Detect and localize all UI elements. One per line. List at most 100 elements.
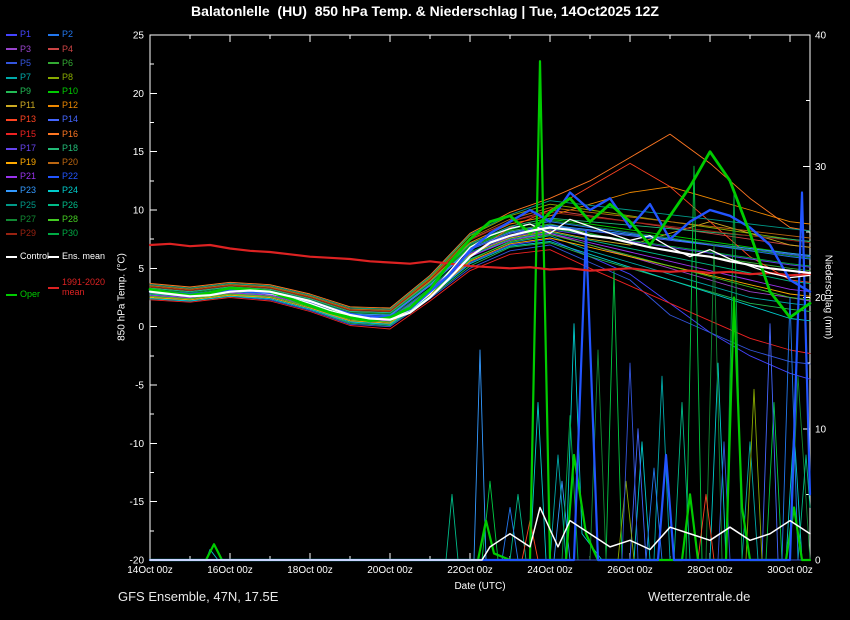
temp-tick-label: 10 bbox=[133, 206, 145, 217]
legend-item-p21: P21 bbox=[6, 172, 48, 182]
legend-label: P8 bbox=[62, 71, 74, 82]
legend-line-swatch bbox=[6, 190, 17, 193]
precip-P22 bbox=[148, 191, 812, 562]
site-credit: Wetterzentrale.de bbox=[648, 589, 751, 604]
legend-label: P12 bbox=[62, 100, 79, 111]
x-tick-label: 26Oct 00z bbox=[607, 565, 653, 576]
legend-item-p30: P30 bbox=[48, 227, 90, 239]
legend-row: P29 P30 bbox=[6, 227, 148, 241]
legend-line-swatch bbox=[6, 232, 17, 235]
legend-line-swatch bbox=[48, 286, 59, 289]
legend-label: P19 bbox=[20, 157, 37, 168]
legend-line-swatch bbox=[6, 105, 17, 108]
legend-label: Ens. mean bbox=[62, 251, 106, 262]
legend-row: P5 P6 bbox=[6, 56, 148, 70]
legend-item-ens-mean: Ens. mean bbox=[48, 252, 105, 262]
legend-label: P5 bbox=[20, 57, 32, 68]
x-tick-label: 28Oct 00z bbox=[687, 565, 733, 576]
legend-line-swatch bbox=[48, 147, 59, 150]
legend-line-swatch bbox=[48, 255, 59, 258]
legend-item-p13: P13 bbox=[6, 115, 48, 125]
temp-member-P29 bbox=[149, 211, 811, 312]
legend-label: Oper bbox=[20, 289, 41, 299]
legend-label: P18 bbox=[62, 142, 79, 153]
ensemble-legend: P1 P2 P3 P4 P5 P6 P7 P8 P9 P10 P11 P12 P13 P14 P15 P16 P… bbox=[6, 28, 148, 300]
legend-label: P24 bbox=[62, 185, 79, 196]
precip-Oper bbox=[148, 60, 812, 562]
legend-row: P23 P24 bbox=[6, 184, 148, 198]
legend-line-swatch bbox=[48, 204, 59, 207]
legend-item-p20: P20 bbox=[48, 158, 90, 168]
temp-P22 bbox=[148, 191, 812, 319]
legend-label: P22 bbox=[62, 171, 79, 182]
legend-item-p17: P17 bbox=[6, 142, 48, 154]
legend-item-p9: P9 bbox=[6, 87, 48, 97]
legend-line-swatch bbox=[6, 175, 17, 178]
legend-row: P17 P18 bbox=[6, 142, 148, 156]
precip-tick-label: 30 bbox=[815, 162, 827, 173]
legend-label: P25 bbox=[20, 199, 37, 210]
legend-row-control-mean: Control Ens. mean bbox=[6, 250, 148, 264]
model-location-caption: GFS Ensemble, 47N, 17.5E bbox=[118, 589, 279, 604]
precip-Control bbox=[149, 506, 811, 561]
legend-line-swatch bbox=[6, 218, 17, 221]
legend-row: P21 P22 bbox=[6, 170, 148, 184]
legend-label: P14 bbox=[62, 114, 79, 125]
legend-label: P16 bbox=[62, 128, 79, 139]
legend-line-swatch bbox=[48, 175, 59, 178]
temp-tick-label: 5 bbox=[138, 264, 144, 275]
legend-item-p5: P5 bbox=[6, 57, 48, 69]
temp-member-P20 bbox=[149, 207, 811, 311]
legend-row: P15 P16 bbox=[6, 127, 148, 141]
legend-label: P10 bbox=[62, 86, 79, 97]
temp-tick-label: 25 bbox=[133, 31, 145, 42]
legend-label: P28 bbox=[62, 213, 79, 224]
legend-label: P6 bbox=[62, 57, 74, 68]
legend-label: P9 bbox=[20, 86, 32, 97]
temp-member-P16 bbox=[149, 133, 811, 309]
legend-item-p25: P25 bbox=[6, 199, 48, 211]
legend-item-p2: P2 bbox=[48, 30, 90, 40]
legend-line-swatch bbox=[48, 190, 59, 193]
precip-P2 bbox=[149, 297, 811, 561]
x-tick-label: 22Oct 00z bbox=[447, 565, 493, 576]
legend-item-p11: P11 bbox=[6, 101, 48, 111]
date-axis-label: Date (UTC) bbox=[454, 581, 506, 592]
legend-item-p26: P26 bbox=[48, 200, 90, 211]
legend-label: P7 bbox=[20, 71, 32, 82]
legend-line-swatch bbox=[6, 34, 17, 37]
precip-P7 bbox=[149, 375, 811, 561]
legend-line-swatch bbox=[48, 232, 59, 235]
temp-member-P28 bbox=[149, 234, 811, 323]
legend-line-swatch bbox=[48, 133, 59, 136]
legend-item-p27: P27 bbox=[6, 214, 48, 225]
x-tick-label: 16Oct 00z bbox=[207, 565, 253, 576]
legend-line-swatch bbox=[48, 119, 59, 122]
legend-row: P19 P20 bbox=[6, 156, 148, 170]
legend-item-p22: P22 bbox=[48, 172, 90, 182]
legend-item-p10: P10 bbox=[48, 87, 90, 97]
legend-label: P23 bbox=[20, 185, 37, 196]
legend-label: P2 bbox=[62, 29, 74, 40]
legend-label: P30 bbox=[62, 227, 79, 238]
temp-tick-label: 0 bbox=[138, 322, 144, 333]
temp-member-P25 bbox=[149, 200, 811, 310]
legend-line-swatch bbox=[6, 133, 17, 136]
legend-label: P1 bbox=[20, 29, 32, 40]
precip-axis-label: Niederschlag (mm) bbox=[822, 254, 834, 340]
legend-row: P1 P2 bbox=[6, 28, 148, 42]
temp-member-P24 bbox=[149, 241, 811, 325]
x-tick-label: 24Oct 00z bbox=[527, 565, 573, 576]
legend-row: P11 P12 bbox=[6, 99, 148, 113]
legend-item-p1: P1 bbox=[6, 30, 48, 40]
legend-item-p18: P18 bbox=[48, 142, 90, 154]
legend-label: P17 bbox=[20, 142, 37, 153]
temp-tick-label: 20 bbox=[133, 89, 145, 100]
legend-row: P27 P28 bbox=[6, 212, 148, 226]
legend-label: P15 bbox=[20, 128, 37, 139]
legend-line-swatch bbox=[6, 293, 17, 296]
temp-1991-2020 mean bbox=[148, 242, 812, 277]
legend-line-swatch bbox=[48, 161, 59, 164]
legend-label: P21 bbox=[20, 171, 37, 182]
